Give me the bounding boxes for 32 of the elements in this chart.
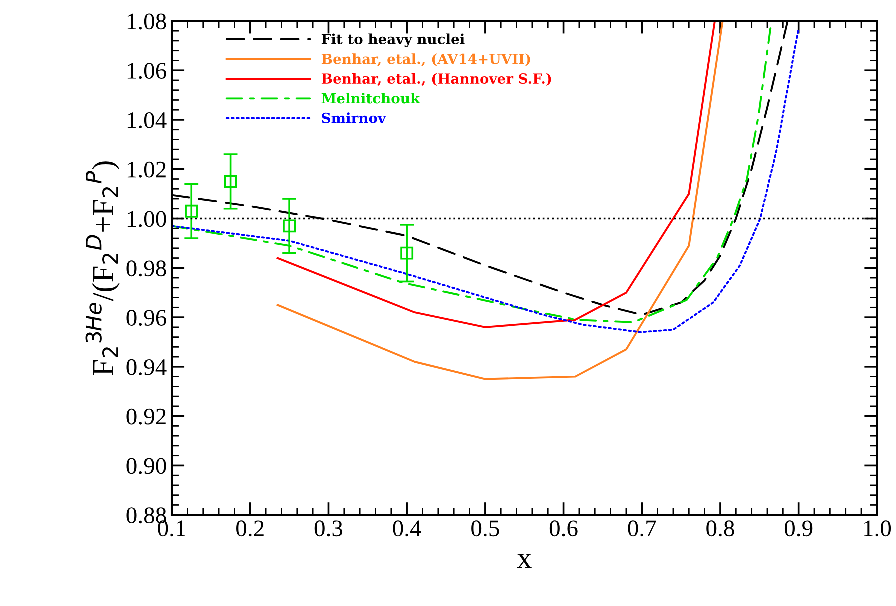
y-tick-label: 0.98: [126, 260, 166, 277]
text: Smirnov: [322, 112, 386, 124]
x-axis-title: x: [517, 554, 532, 568]
x-tick-label: 0.5: [472, 520, 500, 537]
text: Benhar, etal., (AV14+UVII): [322, 54, 530, 66]
line-series: [276, 21, 724, 380]
x-tick-label: 0.8: [706, 520, 734, 537]
y-tick-label: 0.94: [126, 359, 167, 376]
text: Melnitchouk: [322, 92, 420, 104]
x-tick-label: 0.9: [784, 520, 813, 537]
y-tick-label: 1.02: [128, 162, 166, 178]
point: [400, 246, 414, 260]
text: Benhar, etal., (Hannover S.F.): [322, 73, 552, 86]
point: [224, 175, 238, 188]
point: [283, 220, 296, 233]
line-series: [276, 21, 716, 328]
y-tick-label: 0.96: [126, 310, 166, 326]
x-tick-label: 0.2: [236, 520, 264, 537]
x-tick-label: 0.4: [393, 520, 422, 537]
x-tick-label: 0.7: [628, 520, 656, 537]
y-tick-label: 0.92: [126, 408, 166, 425]
y-tick-label: 1.08: [128, 14, 166, 30]
text: F$_{2}$$^{3He}$/(F$_{2}$$^{D}$+F$_{2}$$^{P}$): [86, 162, 120, 376]
y-tick-label: 1.04: [128, 112, 167, 129]
y-tick-label: 0.90: [126, 458, 166, 474]
x-tick-label: 0.6: [550, 520, 578, 537]
x-tick-label: 0.3: [314, 520, 343, 537]
point: [185, 204, 198, 218]
y-tick-label: 1.06: [128, 63, 166, 80]
x-tick-label: 1.0: [864, 520, 892, 537]
y-tick-label: 1.00: [128, 211, 166, 228]
legend-label: Fit to heavy nuclei: [322, 34, 465, 48]
